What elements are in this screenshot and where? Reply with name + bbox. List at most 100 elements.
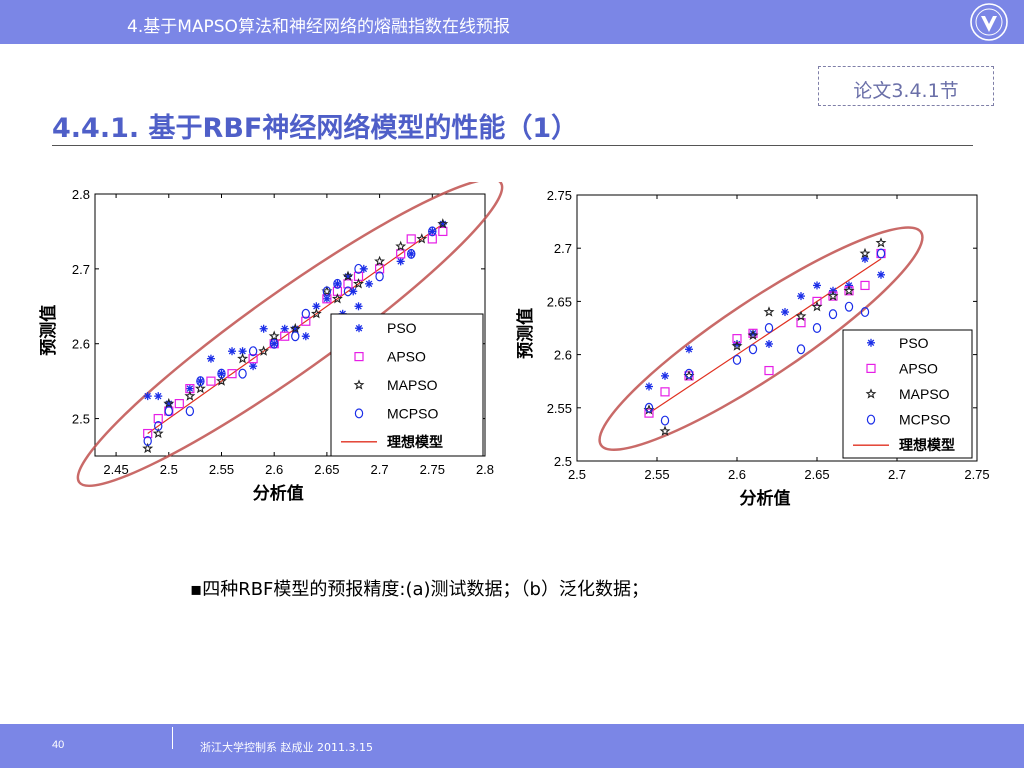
header-title: 4.基于MAPSO算法和神经网络的熔融指数在线预报 <box>127 17 510 37</box>
data-point-asterisk <box>428 227 437 236</box>
data-point-asterisk <box>280 324 289 333</box>
footer-bar <box>0 724 1024 768</box>
data-point-square <box>174 399 184 409</box>
legend-marker-star <box>865 388 877 399</box>
x-tick-label: 2.65 <box>804 467 829 482</box>
data-point-star <box>395 240 407 252</box>
legend-label: MAPSO <box>387 377 438 393</box>
data-point-circle <box>764 323 774 334</box>
series-circle <box>143 226 437 447</box>
data-point-asterisk <box>143 392 152 401</box>
figure-caption: ▪四种RBF模型的预报精度:(a)测试数据；（b）泛化数据； <box>190 579 649 600</box>
data-point-square <box>206 376 216 386</box>
x-tick-label: 2.55 <box>209 462 234 477</box>
data-point-square <box>374 264 385 274</box>
data-point-circle <box>428 226 437 237</box>
data-point-asterisk <box>797 292 805 301</box>
x-tick-label: 2.7 <box>888 467 906 482</box>
data-point-star <box>194 382 206 394</box>
legend-box <box>842 329 973 459</box>
data-point-star <box>353 278 364 289</box>
data-point-asterisk <box>238 347 247 356</box>
data-point-asterisk <box>349 287 358 296</box>
x-tick-label: 2.75 <box>964 467 989 482</box>
data-point-circle <box>828 309 838 320</box>
data-point-star <box>374 255 386 267</box>
data-point-star <box>289 322 301 334</box>
data-point-star <box>859 247 871 259</box>
x-tick-label: 2.5 <box>160 462 178 477</box>
data-point-asterisk <box>765 339 773 348</box>
data-point-square <box>860 280 870 291</box>
data-point-star <box>237 352 249 364</box>
data-point-star <box>184 390 196 401</box>
data-point-asterisk <box>301 332 310 341</box>
data-point-circle <box>333 278 342 289</box>
data-point-circle <box>164 406 173 417</box>
data-point-circle <box>860 307 870 318</box>
series-star <box>142 218 449 454</box>
data-point-circle <box>407 248 416 259</box>
data-point-asterisk <box>154 392 163 401</box>
data-point-square <box>396 249 406 259</box>
legend-label: 理想模型 <box>387 434 443 450</box>
data-point-asterisk <box>206 354 215 363</box>
data-point-star <box>827 290 839 301</box>
data-point-square <box>343 279 353 289</box>
data-point-square <box>406 234 416 244</box>
data-point-star <box>258 345 269 356</box>
data-point-square <box>280 331 290 341</box>
legend-label: MCPSO <box>899 412 950 428</box>
data-point-star <box>747 329 759 341</box>
legend-label: PSO <box>387 320 417 336</box>
y-tick-label: 2.6 <box>72 337 90 352</box>
data-point-square <box>322 294 332 304</box>
section-reference-label: 论文3.4.1节 <box>853 80 959 102</box>
legend-marker-asterisk <box>867 338 875 347</box>
data-point-circle <box>748 344 758 355</box>
confidence-ellipse <box>76 182 504 488</box>
data-point-square <box>143 428 153 439</box>
data-point-square <box>248 354 258 364</box>
data-point-asterisk <box>877 270 885 279</box>
data-point-star <box>763 306 775 317</box>
x-tick-label: 2.55 <box>644 467 669 482</box>
legend-marker-square <box>866 363 876 373</box>
data-point-circle <box>660 415 670 426</box>
data-point-square <box>427 234 437 244</box>
data-point-circle <box>196 376 205 387</box>
data-point-star <box>843 285 855 296</box>
university-seal-icon <box>970 3 1008 41</box>
data-point-star <box>310 308 322 319</box>
data-point-circle <box>796 344 806 355</box>
data-point-star <box>216 375 227 386</box>
series-circle <box>644 248 886 426</box>
data-point-circle <box>185 406 195 417</box>
x-axis-label: 分析值 <box>253 483 304 503</box>
ideal-model-line <box>648 258 882 414</box>
chart-a-test-data: 2.45 2.5 2.55 2.6 2.65 2.7 2.75 2.8 2.5 2.6 2.7 2.8… <box>38 182 504 503</box>
data-point-square <box>301 316 311 326</box>
data-point-square <box>812 296 822 307</box>
data-point-circle <box>322 286 332 297</box>
data-point-asterisk <box>354 302 363 311</box>
data-point-star <box>659 425 671 436</box>
x-tick-label: 2.7 <box>371 462 389 477</box>
x-tick-label: 2.65 <box>314 462 339 477</box>
data-point-circle <box>238 368 247 379</box>
data-point-star <box>152 427 164 439</box>
header-bar: 4.基于MAPSO算法和神经网络的熔融指数在线预报 <box>0 0 1024 44</box>
data-point-star <box>163 397 175 409</box>
x-tick-label: 2.6 <box>265 462 283 477</box>
data-point-asterisk <box>407 249 416 258</box>
data-point-asterisk <box>185 384 194 393</box>
data-point-square <box>764 365 774 376</box>
data-point-circle <box>354 263 363 274</box>
legend-label: MCPSO <box>387 405 438 421</box>
x-tick-label: 2.75 <box>420 462 445 477</box>
y-tick-label: 2.5 <box>554 454 572 469</box>
section-reference-box: 论文3.4.1节 <box>818 66 994 106</box>
footer-text: 浙江大学控制系 赵成业 2011.3.15 <box>200 741 373 754</box>
y-tick-label: 2.65 <box>547 294 572 309</box>
data-point-asterisk <box>365 279 374 288</box>
